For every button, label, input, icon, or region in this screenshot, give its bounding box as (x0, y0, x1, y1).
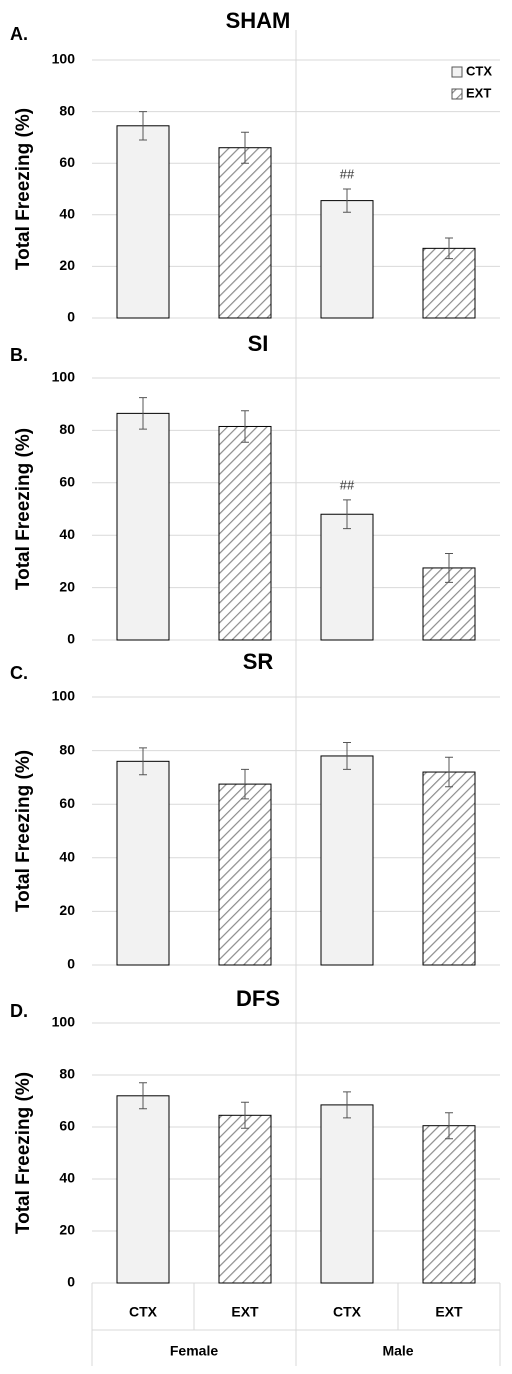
y-axis-label: Total Freezing (%) (13, 1072, 34, 1234)
y-tick-label: 20 (59, 902, 75, 918)
bar (116, 125, 170, 319)
legend-label: EXT (466, 85, 491, 100)
bar (422, 247, 476, 319)
y-tick-label: 40 (59, 526, 75, 542)
error-bar (241, 768, 249, 800)
chart-title: SR (243, 649, 274, 674)
legend-swatch (451, 66, 463, 78)
y-tick-label: 60 (59, 795, 75, 811)
y-axis-label: Total Freezing (%) (13, 108, 34, 270)
x-group-label: Male (382, 1343, 413, 1359)
x-tick-label: EXT (435, 1304, 463, 1320)
panel-label: D. (10, 1001, 28, 1021)
error-bar (139, 1082, 147, 1110)
x-group-label: Female (170, 1343, 218, 1359)
chart-title: SI (248, 331, 269, 356)
bar (218, 783, 272, 966)
y-axis-label: Total Freezing (%) (13, 428, 34, 590)
bar (116, 1095, 170, 1284)
y-tick-label: 80 (59, 741, 75, 757)
panel-label: C. (10, 663, 28, 683)
y-tick-label: 40 (59, 849, 75, 865)
error-bar (241, 131, 249, 164)
error-bar (343, 188, 351, 213)
error-bar (343, 499, 351, 530)
annotation: ## (340, 166, 355, 181)
y-tick-label: 0 (67, 956, 75, 972)
bar (422, 1125, 476, 1284)
y-tick-label: 100 (52, 688, 76, 704)
error-bar (241, 410, 249, 443)
y-tick-label: 0 (67, 631, 75, 647)
y-tick-label: 100 (52, 369, 76, 385)
y-tick-label: 40 (59, 206, 75, 222)
error-bar (445, 756, 453, 788)
y-tick-label: 20 (59, 257, 75, 273)
error-bar (343, 742, 351, 770)
bar (320, 200, 374, 319)
y-tick-label: 100 (52, 51, 76, 67)
bar (218, 425, 272, 641)
legend-swatch (451, 88, 463, 100)
y-tick-label: 80 (59, 1066, 75, 1082)
bar (116, 760, 170, 966)
error-bar (241, 1101, 249, 1129)
legend-label: CTX (466, 63, 492, 78)
chart-title: SHAM (226, 8, 291, 33)
error-bar (343, 1091, 351, 1119)
bar (320, 513, 374, 641)
bar (320, 1104, 374, 1284)
x-tick-label: CTX (333, 1304, 362, 1320)
y-tick-label: 80 (59, 102, 75, 118)
chart-title: DFS (236, 986, 280, 1011)
y-tick-label: 60 (59, 1118, 75, 1134)
y-tick-label: 60 (59, 474, 75, 490)
y-tick-label: 100 (52, 1014, 76, 1030)
y-tick-label: 20 (59, 578, 75, 594)
error-bar (445, 237, 453, 260)
y-axis-label: Total Freezing (%) (13, 750, 34, 912)
error-bar (139, 111, 147, 141)
bar (218, 1114, 272, 1284)
y-tick-label: 80 (59, 421, 75, 437)
error-bar (139, 747, 147, 776)
y-tick-label: 60 (59, 154, 75, 170)
error-bar (445, 553, 453, 583)
bar (320, 755, 374, 966)
panel-label: B. (10, 345, 28, 365)
x-tick-label: EXT (231, 1304, 259, 1320)
y-tick-label: 0 (67, 1274, 75, 1290)
y-tick-label: 40 (59, 1170, 75, 1186)
bar (116, 412, 170, 641)
y-tick-label: 0 (67, 309, 75, 325)
error-bar (445, 1112, 453, 1140)
bar (422, 771, 476, 966)
bar (218, 147, 272, 319)
x-axis-table (91, 1283, 501, 1366)
y-tick-label: 20 (59, 1222, 75, 1238)
error-bar (139, 397, 147, 430)
panel-label: A. (10, 24, 28, 44)
x-tick-label: CTX (129, 1304, 158, 1320)
annotation: ## (340, 477, 355, 492)
